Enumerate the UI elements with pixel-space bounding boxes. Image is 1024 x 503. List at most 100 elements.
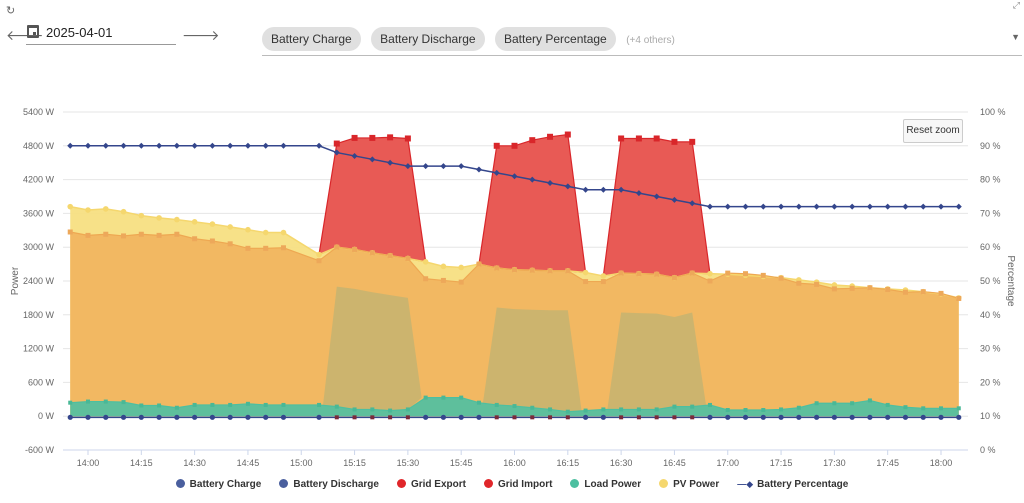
load-power-marker [139,403,144,408]
load-power-marker [814,401,819,406]
stacked-marker [707,278,713,284]
legend-label: Battery Charge [189,479,262,490]
grid-import-marker [494,415,499,420]
battery-charge-marker [67,414,73,420]
legend-item[interactable]: Load Power [570,479,641,490]
stacked-marker [352,246,358,252]
date-field[interactable]: 2025-04-01 [26,22,176,45]
stacked-marker [387,253,393,259]
x-tick-label: 18:00 [930,458,953,468]
legend-marker-icon [659,479,669,488]
stacked-marker [902,289,908,295]
x-tick-label: 16:15 [557,458,580,468]
chip-battery-percentage[interactable]: Battery Percentage [495,27,616,51]
stacked-marker [209,238,215,244]
legend-item[interactable]: —◆ Battery Percentage [737,479,848,490]
battery-charge-marker [245,414,251,420]
load-power-marker [707,402,712,407]
chip-battery-discharge[interactable]: Battery Discharge [371,27,485,51]
battery-charge-marker [956,414,962,420]
pv-power-marker [458,264,464,271]
load-power-marker [939,406,943,411]
legend-item[interactable]: Battery Charge [175,479,262,490]
stacked-marker [263,245,269,251]
stacked-marker [192,236,198,242]
grid-import-marker [636,415,641,420]
load-power-marker [103,399,108,404]
arrow-right-icon[interactable]: 🡒 [182,27,220,43]
grid-export-marker [511,142,518,149]
caret-down-icon[interactable]: ▼ [1011,32,1020,42]
reset-zoom-button[interactable]: Reset zoom [903,119,963,143]
grid-import-marker [352,415,357,420]
stacked-marker [760,272,766,278]
stacked-marker [583,279,589,285]
load-power-marker [192,402,197,407]
stacked-marker [725,270,731,276]
y-tick-label: 3000 W [23,242,55,252]
battery-charge-marker [849,414,855,420]
load-power-marker [281,402,286,407]
legend-item[interactable]: Battery Discharge [279,479,379,490]
y-tick-label: 4800 W [23,141,55,151]
stacked-marker [405,255,411,261]
load-power-marker [636,407,641,412]
load-power-marker [352,407,357,412]
legend-item[interactable]: Grid Import [483,479,552,490]
stacked-marker [334,244,340,250]
y-tick-label: 2400 W [23,276,55,286]
load-power-marker [370,407,375,412]
grid-import-marker [370,415,375,420]
stacked-line [70,231,959,300]
pv-power-marker [138,212,145,219]
grid-import-marker [654,415,659,420]
stacked-marker [245,245,251,251]
battery-percentage-marker [102,142,109,149]
battery-charge-marker [920,414,926,420]
load-power-marker [405,407,410,412]
x-tick-label: 16:30 [610,458,633,468]
battery-charge-marker [174,414,180,420]
calendar-icon[interactable] [27,25,39,38]
y2-tick-label: 100 % [980,107,1006,117]
series-select[interactable]: Battery Charge Battery Discharge Battery… [262,27,1022,56]
battery-percentage-marker [191,142,198,149]
pv-power-marker [85,207,91,213]
battery-charge-marker [85,414,91,420]
y2-tick-label: 30 % [980,344,1001,354]
grid-import-overlap-area [482,307,582,412]
stacked-marker [600,279,606,285]
battery-percentage-marker [227,142,234,149]
battery-charge-marker [280,414,287,420]
battery-charge-marker [316,414,322,420]
battery-percentage-marker [635,190,642,197]
battery-charge-marker [192,414,198,420]
pv-power-marker [245,226,251,233]
y-tick-label: 4200 W [23,175,55,185]
legend: Battery Charge Battery Discharge Grid Expo… [0,479,1024,490]
others-count: (+4 others) [626,35,675,46]
grid-import-overlap-area [607,312,706,410]
pv-power-marker [102,206,109,212]
legend-item[interactable]: PV Power [659,479,719,490]
battery-percentage-marker [173,142,180,149]
refresh-icon[interactable]: ↻ [6,5,16,17]
date-value[interactable]: 2025-04-01 [46,25,113,40]
stacked-marker [636,271,642,277]
load-power-marker [867,398,872,403]
pv-power-marker [209,221,216,227]
battery-percentage-marker [85,142,91,149]
load-power-marker [885,402,890,407]
pv-power-marker [156,215,162,221]
chip-battery-charge[interactable]: Battery Charge [262,27,361,51]
arrow-left-icon[interactable]: 🡐 [6,27,44,43]
legend-marker-icon [483,479,493,488]
legend-item[interactable]: Grid Export [396,479,466,490]
pv-power-marker [227,224,233,230]
grid-export-marker [387,134,394,141]
stacked-marker [138,231,144,237]
expand-icon[interactable]: ⤢ [1012,0,1020,10]
stacked-marker [440,277,446,283]
grid-import-marker [334,415,339,420]
